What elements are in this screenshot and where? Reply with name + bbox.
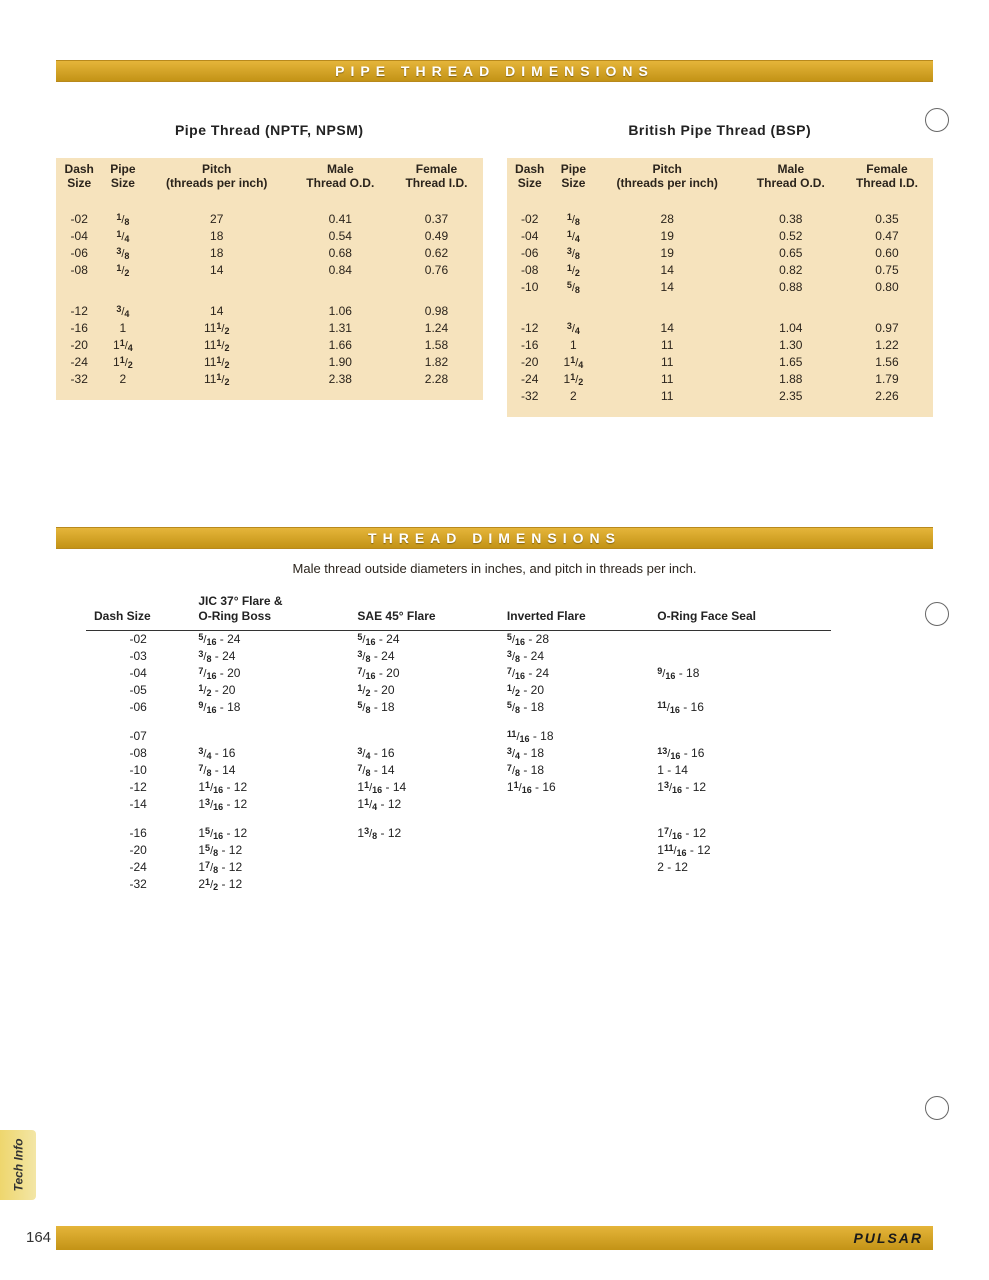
page-content: PIPE THREAD DIMENSIONS Pipe Thread (NPTF…: [56, 60, 933, 893]
table-row: -1413/16 - 1211/4 - 12: [86, 796, 831, 813]
col-pitch: Pitch(threads per inch): [143, 158, 290, 199]
col-sae: SAE 45° Flare: [349, 594, 499, 631]
banner-title-2: THREAD DIMENSIONS: [368, 530, 621, 546]
col-male: MaleThread O.D.: [741, 158, 841, 199]
col-pitch: Pitch(threads per inch): [594, 158, 741, 199]
punch-hole: [925, 602, 949, 626]
col-jic: JIC 37° Flare &O-Ring Boss: [190, 594, 349, 631]
table-row: -107/8 - 147/8 - 147/8 - 181 - 14: [86, 762, 831, 779]
punch-hole: [925, 108, 949, 132]
side-tab-label: Tech Info: [11, 1139, 25, 1192]
table-row: -063/8190.650.60: [507, 245, 934, 262]
bsp-title: British Pipe Thread (BSP): [507, 122, 934, 138]
table-row: -322111/22.382.28: [56, 371, 483, 388]
banner-pipe-thread: PIPE THREAD DIMENSIONS: [56, 60, 933, 82]
table-row: -123/4141.040.97: [507, 320, 934, 337]
table-row: -322112.352.26: [507, 388, 934, 405]
bsp-table: DashSize PipeSize Pitch(threads per inch…: [507, 158, 934, 417]
punch-hole: [925, 1096, 949, 1120]
table-row: -081/2140.820.75: [507, 262, 934, 279]
col-male: MaleThread O.D.: [290, 158, 390, 199]
footer-bar: 164 PULSAR: [56, 1226, 933, 1250]
table-row: -2417/8 - 122 - 12: [86, 859, 831, 876]
table-row: -2411/2111.881.79: [507, 371, 934, 388]
table-row: -041/4190.520.47: [507, 228, 934, 245]
col-dash: Dash Size: [86, 594, 190, 631]
col-female: FemaleThread I.D.: [841, 158, 933, 199]
table-row: -051/2 - 201/2 - 201/2 - 20: [86, 682, 831, 699]
table-row: -2011/4111.651.56: [507, 354, 934, 371]
table-row: -161111/21.311.24: [56, 320, 483, 337]
table-row: -161111.301.22: [507, 337, 934, 354]
table-row: -2411/2111/21.901.82: [56, 354, 483, 371]
table-row: -069/16 - 185/8 - 185/8 - 1811/16 - 16: [86, 699, 831, 716]
pipe-tables-row: Pipe Thread (NPTF, NPSM) DashSize PipeSi…: [56, 122, 933, 417]
table-row: -083/4 - 163/4 - 163/4 - 1813/16 - 16: [86, 745, 831, 762]
thread-dimensions-section: THREAD DIMENSIONS Male thread outside di…: [56, 527, 933, 893]
subtitle: Male thread outside diameters in inches,…: [56, 561, 933, 576]
nptf-table: DashSize PipeSize Pitch(threads per inch…: [56, 158, 483, 400]
col-inv: Inverted Flare: [499, 594, 649, 631]
table-header-row: DashSize PipeSize Pitch(threads per inch…: [56, 158, 483, 199]
table-header-row: Dash Size JIC 37° Flare &O-Ring Boss SAE…: [86, 594, 831, 631]
table-row: -047/16 - 207/16 - 207/16 - 249/16 - 18: [86, 665, 831, 682]
table-row: -021/8280.380.35: [507, 211, 934, 228]
col-oring: O-Ring Face Seal: [649, 594, 831, 631]
brand-logo: PULSAR: [853, 1230, 923, 1246]
nptf-table-wrap: Pipe Thread (NPTF, NPSM) DashSize PipeSi…: [56, 122, 483, 417]
banner-title-1: PIPE THREAD DIMENSIONS: [335, 63, 654, 79]
table-row: -033/8 - 243/8 - 243/8 - 24: [86, 648, 831, 665]
banner-thread-dimensions: THREAD DIMENSIONS: [56, 527, 933, 549]
table-row: -105/8140.880.80: [507, 279, 934, 296]
col-pipe: PipeSize: [553, 158, 594, 199]
table-row: -081/2140.840.76: [56, 262, 483, 279]
col-female: FemaleThread I.D.: [390, 158, 482, 199]
col-dash: DashSize: [56, 158, 102, 199]
table-row: -1615/16 - 1213/8 - 1217/16 - 12: [86, 825, 831, 842]
thread-table: Dash Size JIC 37° Flare &O-Ring Boss SAE…: [86, 594, 831, 893]
table-header-row: DashSize PipeSize Pitch(threads per inch…: [507, 158, 934, 199]
table-row: -3221/2 - 12: [86, 876, 831, 893]
table-row: -123/4141.060.98: [56, 303, 483, 320]
table-row: -025/16 - 245/16 - 245/16 - 28: [86, 630, 831, 648]
col-pipe: PipeSize: [102, 158, 143, 199]
table-row: -1211/16 - 1211/16 - 1411/16 - 1613/16 -…: [86, 779, 831, 796]
bsp-table-wrap: British Pipe Thread (BSP) DashSize PipeS…: [507, 122, 934, 417]
table-row: -2015/8 - 12111/16 - 12: [86, 842, 831, 859]
page-number: 164: [26, 1229, 51, 1246]
table-row: -021/8270.410.37: [56, 211, 483, 228]
table-row: -041/4180.540.49: [56, 228, 483, 245]
table-row: -2011/4111/21.661.58: [56, 337, 483, 354]
table-row: -063/8180.680.62: [56, 245, 483, 262]
table-row: -0711/16 - 18: [86, 728, 831, 745]
side-tab: Tech Info: [0, 1130, 36, 1200]
nptf-title: Pipe Thread (NPTF, NPSM): [56, 122, 483, 138]
col-dash: DashSize: [507, 158, 553, 199]
